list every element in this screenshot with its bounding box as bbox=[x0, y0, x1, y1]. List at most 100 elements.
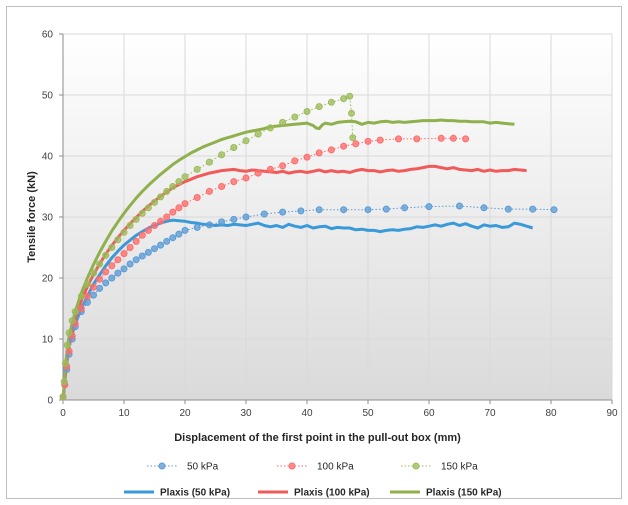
data-point-50-kpa bbox=[205, 221, 213, 229]
data-point-50-kpa bbox=[218, 218, 226, 226]
data-point-100-kpa bbox=[163, 213, 171, 221]
data-point-150-kpa bbox=[108, 244, 116, 251]
data-point-50-kpa bbox=[242, 213, 250, 221]
data-point-150-kpa bbox=[346, 92, 354, 100]
data-point-100-kpa bbox=[138, 231, 146, 239]
data-point-150-kpa bbox=[151, 198, 158, 206]
x-tick-label: 70 bbox=[484, 408, 496, 419]
legend: 50 kPa 100 kPa 150 kPa Plaxis (50 kPa) Plaxi… bbox=[124, 462, 502, 499]
data-point-150-kpa bbox=[230, 144, 238, 151]
data-point-50-kpa bbox=[108, 274, 116, 282]
data-point-150-kpa bbox=[120, 228, 128, 236]
data-point-100-kpa bbox=[364, 137, 372, 145]
data-point-100-kpa bbox=[126, 244, 134, 251]
data-point-50-kpa bbox=[480, 204, 488, 212]
data-point-100-kpa bbox=[376, 136, 384, 144]
legend-label-plaxis-100-kpa: Plaxis (100 kPa) bbox=[294, 488, 370, 499]
data-point-150-kpa bbox=[65, 329, 73, 337]
data-point-50-kpa bbox=[340, 206, 348, 214]
data-point-50-kpa bbox=[120, 265, 128, 273]
data-point-150-kpa bbox=[254, 130, 262, 138]
data-point-50-kpa bbox=[132, 256, 140, 264]
data-point-150-kpa bbox=[90, 269, 97, 277]
x-tick-label: 90 bbox=[606, 408, 618, 419]
data-point-50-kpa bbox=[279, 208, 287, 216]
data-point-150-kpa bbox=[59, 393, 67, 401]
data-point-150-kpa bbox=[114, 236, 122, 244]
x-tick-label: 50 bbox=[362, 408, 374, 419]
data-point-150-kpa bbox=[77, 292, 85, 300]
legend-label-plaxis-50-kpa: Plaxis (50 kPa) bbox=[160, 488, 230, 499]
data-point-100-kpa bbox=[132, 237, 140, 245]
data-point-50-kpa bbox=[90, 291, 97, 299]
data-point-150-kpa bbox=[175, 178, 183, 186]
x-tick-label: 20 bbox=[179, 408, 191, 419]
legend-marker-150-kpa bbox=[412, 462, 420, 470]
y-tick-label: 10 bbox=[42, 335, 54, 346]
data-point-150-kpa bbox=[181, 173, 189, 181]
data-point-150-kpa bbox=[205, 158, 213, 166]
x-axis-title: Displacement of the first point in the p… bbox=[174, 432, 461, 444]
data-point-50-kpa bbox=[175, 230, 183, 238]
data-point-150-kpa bbox=[126, 222, 134, 229]
data-point-150-kpa bbox=[138, 209, 146, 217]
data-point-50-kpa bbox=[297, 207, 305, 215]
data-point-150-kpa bbox=[132, 215, 140, 223]
data-point-50-kpa bbox=[315, 206, 323, 214]
data-point-100-kpa bbox=[181, 200, 189, 208]
y-tick-label: 60 bbox=[42, 30, 54, 41]
data-point-50-kpa bbox=[138, 252, 146, 260]
data-point-100-kpa bbox=[65, 347, 73, 355]
data-point-150-kpa bbox=[163, 187, 171, 195]
data-point-150-kpa bbox=[303, 108, 311, 115]
y-tick-label: 30 bbox=[42, 213, 54, 224]
data-point-50-kpa bbox=[401, 204, 409, 212]
data-point-50-kpa bbox=[364, 206, 372, 214]
x-tick-label: 40 bbox=[301, 408, 313, 419]
data-point-100-kpa bbox=[242, 174, 250, 182]
data-point-100-kpa bbox=[279, 162, 287, 170]
data-point-150-kpa bbox=[279, 118, 287, 126]
data-point-100-kpa bbox=[437, 134, 445, 142]
data-point-100-kpa bbox=[395, 135, 402, 143]
legend-label-150-kpa: 150 kPa bbox=[441, 462, 478, 473]
data-point-150-kpa bbox=[68, 317, 76, 325]
data-point-150-kpa bbox=[144, 204, 152, 212]
legend-marker-100-kpa bbox=[288, 462, 296, 470]
y-tick-label: 40 bbox=[42, 152, 54, 163]
data-point-100-kpa bbox=[340, 142, 348, 150]
data-point-150-kpa bbox=[102, 251, 110, 259]
data-point-50-kpa bbox=[260, 210, 268, 218]
data-point-100-kpa bbox=[205, 187, 213, 195]
data-point-150-kpa bbox=[63, 341, 71, 349]
data-point-50-kpa bbox=[102, 279, 110, 287]
data-point-50-kpa bbox=[114, 269, 122, 277]
data-point-50-kpa bbox=[126, 260, 134, 268]
data-point-50-kpa bbox=[230, 215, 238, 223]
data-point-100-kpa bbox=[77, 305, 85, 312]
data-point-100-kpa bbox=[193, 194, 201, 201]
data-point-100-kpa bbox=[114, 256, 122, 264]
data-point-100-kpa bbox=[254, 169, 262, 177]
y-tick-label: 0 bbox=[47, 396, 53, 407]
data-point-150-kpa bbox=[340, 95, 348, 103]
data-point-100-kpa bbox=[413, 135, 421, 143]
data-point-100-kpa bbox=[218, 183, 226, 190]
y-axis-title: Tensile force (kN) bbox=[26, 171, 38, 263]
legend-marker-50-kpa bbox=[158, 462, 166, 470]
data-point-150-kpa bbox=[61, 359, 69, 367]
data-point-50-kpa bbox=[151, 245, 158, 253]
data-point-100-kpa bbox=[169, 208, 177, 216]
data-point-100-kpa bbox=[151, 222, 158, 229]
x-tick-label: 30 bbox=[240, 408, 252, 419]
data-point-100-kpa bbox=[144, 226, 152, 234]
data-point-150-kpa bbox=[169, 183, 177, 190]
series-line-plaxis-50-kpa bbox=[61, 218, 534, 401]
legend-label-100-kpa: 100 kPa bbox=[317, 462, 354, 473]
data-point-100-kpa bbox=[108, 262, 116, 270]
data-point-100-kpa bbox=[462, 135, 470, 143]
data-point-100-kpa bbox=[352, 140, 360, 148]
data-point-50-kpa bbox=[456, 202, 463, 210]
y-tick-label: 50 bbox=[42, 91, 54, 102]
